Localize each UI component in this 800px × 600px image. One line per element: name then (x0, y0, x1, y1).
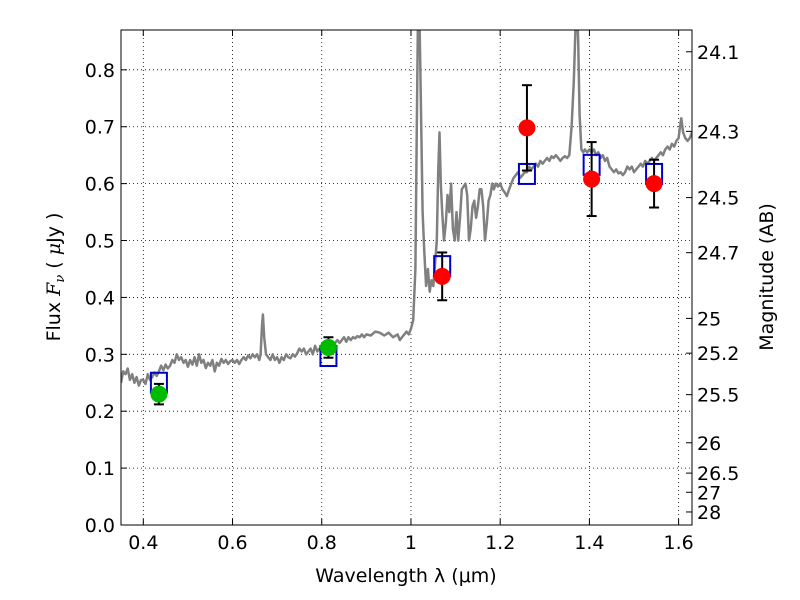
y-label-open: ( (43, 255, 65, 275)
optical-data-point (319, 338, 337, 356)
plot-area (121, 30, 692, 406)
y-label-flux: Flux (43, 296, 65, 342)
right-tick-label: 25 (697, 308, 721, 330)
right-tick-label: 27 (697, 482, 721, 504)
y-tick-label: 0.7 (85, 117, 115, 139)
nir-data-point (518, 119, 536, 137)
y-label-nu: ν (53, 275, 68, 283)
y-tick-label: 0.3 (85, 344, 115, 366)
right-tick-label: 24.7 (697, 243, 739, 265)
x-tick-label: 0.4 (128, 532, 158, 554)
plot-frame (120, 29, 693, 526)
x-tick-label: 0.6 (217, 532, 247, 554)
y-tick-label: 0.1 (85, 458, 115, 480)
x-tick-label: 1.6 (664, 532, 694, 554)
y-label-mu: μ (43, 243, 65, 255)
right-tick-label: 24.1 (697, 42, 739, 64)
right-tick-label: 26.5 (697, 463, 739, 485)
x-tick-label: 1.4 (574, 532, 604, 554)
axis-ticks: 0.4 0.6 0.8 1 1.2 1.4 1.6 0.0 0.1 0.2 0.3 0.4 0.5 0.6… (85, 30, 739, 554)
right-tick-label: 25.5 (697, 385, 739, 407)
right-tick-label: 28 (697, 502, 721, 524)
optical-data-point (150, 385, 168, 403)
right-tick-label: 24.5 (697, 188, 739, 210)
right-tick-label: 24.3 (697, 121, 739, 143)
nir-data-point (583, 170, 601, 188)
y-label-f: F (43, 282, 65, 297)
nir-data-point (645, 175, 663, 193)
right-tick-label: 26 (697, 433, 721, 455)
y-axis-label-right: Magnitude (AB) (756, 203, 778, 351)
y-tick-label: 0.4 (85, 287, 115, 309)
y-tick-label: 0.8 (85, 60, 115, 82)
x-tick-label: 1.2 (485, 532, 515, 554)
nir-data-point (433, 267, 451, 285)
x-tick-label: 1 (405, 532, 417, 554)
right-tick-label: 25.2 (697, 343, 739, 365)
y-tick-label: 0.5 (85, 231, 115, 253)
x-tick-label: 0.8 (307, 532, 337, 554)
y-label-unit: Jy ) (43, 213, 65, 244)
y-tick-label: 0.6 (85, 174, 115, 196)
grid-lines (121, 30, 692, 526)
y-tick-label: 0.2 (85, 401, 115, 423)
y-tick-label: 0.0 (85, 515, 115, 537)
y-axis-label-left: Flux Fν ( μJy ) (43, 213, 68, 342)
x-axis-label: Wavelength λ (μm) (315, 565, 496, 587)
